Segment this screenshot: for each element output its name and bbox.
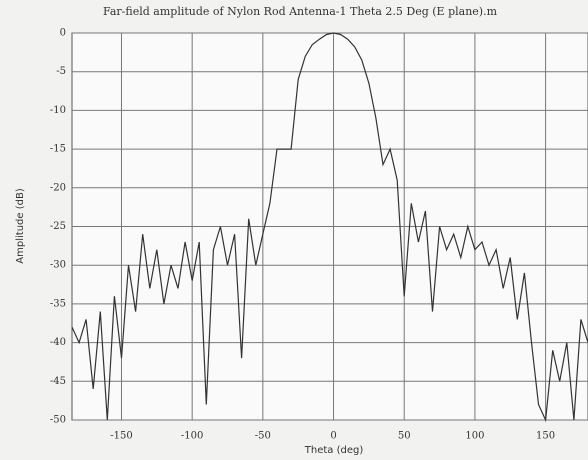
chart-title: Far-field amplitude of Nylon Rod Antenna… (103, 5, 498, 18)
y-tick-label: -5 (56, 66, 66, 77)
y-tick-label: -15 (50, 144, 66, 155)
y-tick-label: -30 (50, 260, 66, 271)
y-tick-label: -35 (50, 298, 66, 309)
y-tick-label: -50 (50, 415, 66, 426)
x-tick-label: -100 (181, 431, 203, 442)
y-tick-label: -40 (50, 337, 66, 348)
x-tick-label: -150 (110, 431, 132, 442)
y-tick-label: -10 (50, 105, 66, 116)
y-tick-label: -45 (50, 376, 66, 387)
y-axis-label: Amplitude (dB) (15, 188, 26, 264)
y-tick-label: -20 (50, 182, 66, 193)
y-tick-label: -25 (50, 221, 66, 232)
x-tick-label: 150 (536, 431, 555, 442)
y-tick-label: 0 (60, 28, 66, 39)
x-tick-label: 100 (465, 431, 484, 442)
data-line (71, 32, 588, 423)
x-tick-label: 0 (330, 431, 336, 442)
x-tick-label: -50 (255, 431, 271, 442)
x-tick-label: 50 (398, 431, 411, 442)
x-axis-label: Theta (deg) (304, 445, 364, 456)
